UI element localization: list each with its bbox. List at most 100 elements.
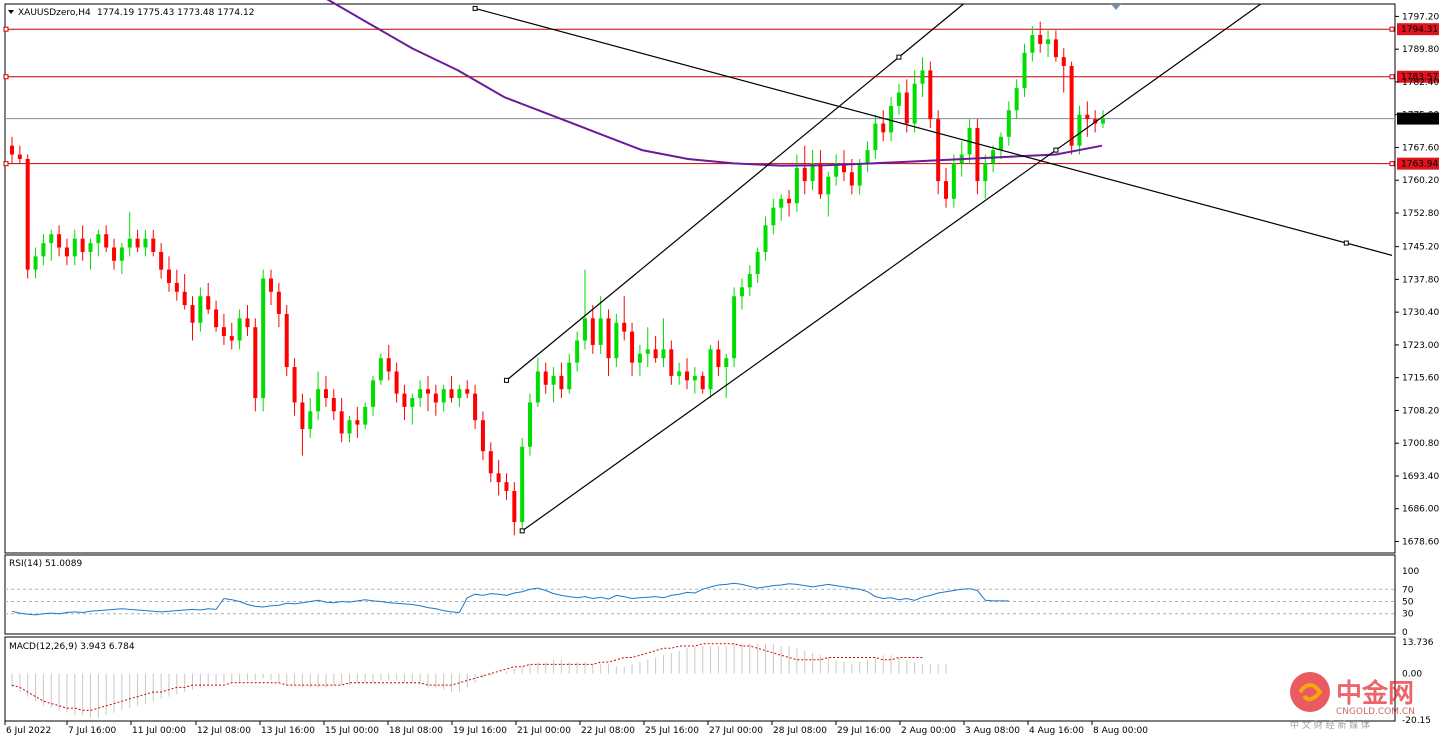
candle-body bbox=[794, 167, 799, 204]
price-tick-label: 1775.00 bbox=[1402, 111, 1439, 121]
candle-body bbox=[818, 163, 823, 195]
current-price-badge bbox=[1397, 112, 1439, 125]
candle-body bbox=[1014, 88, 1019, 111]
candle-body bbox=[378, 358, 383, 381]
candle-body bbox=[590, 318, 595, 345]
candle-body bbox=[677, 371, 682, 376]
candle-body bbox=[747, 274, 752, 288]
ohlc-readout: 1774.19 1775.43 1773.48 1774.12 bbox=[97, 8, 254, 18]
candle-body bbox=[229, 336, 234, 341]
time-tick-label: 13 Jul 16:00 bbox=[261, 726, 315, 736]
candle-body bbox=[975, 127, 980, 182]
candle-body bbox=[606, 318, 611, 359]
candle-body bbox=[190, 305, 195, 323]
candle-body bbox=[810, 163, 815, 182]
time-tick-label: 28 Jul 08:00 bbox=[773, 726, 827, 736]
candle-body bbox=[386, 358, 391, 372]
time-tick-label: 7 Jul 16:00 bbox=[68, 726, 117, 736]
candle-body bbox=[739, 287, 744, 297]
candle-body bbox=[1038, 34, 1043, 44]
brand-slogan: 中 文 财 经 新 媒 体 bbox=[1290, 719, 1370, 731]
candle-body bbox=[112, 247, 117, 261]
rsi-tick-label: 100 bbox=[1402, 567, 1419, 577]
candle-body bbox=[1022, 52, 1027, 89]
candle-body bbox=[441, 389, 446, 403]
candle-body bbox=[284, 313, 289, 368]
rsi-indicator: 100 70 50 30 0 bbox=[5, 567, 1419, 638]
candle-body bbox=[559, 375, 564, 390]
candle-body bbox=[826, 176, 831, 195]
candle-body bbox=[779, 198, 784, 208]
level-handle-left bbox=[3, 26, 9, 32]
symbol-label: XAUUSDzero,H4 bbox=[18, 8, 91, 18]
candle-body bbox=[41, 243, 46, 257]
candle-body bbox=[896, 92, 901, 106]
candle-body bbox=[582, 318, 587, 341]
candle-body bbox=[402, 393, 407, 407]
logo-swirl bbox=[1298, 683, 1323, 702]
level-price-label: 1763.94 bbox=[1401, 160, 1438, 170]
candle-body bbox=[535, 371, 540, 403]
candle-body bbox=[983, 163, 988, 182]
time-tick-label: 21 Jul 00:00 bbox=[517, 726, 571, 736]
level-handle-right bbox=[1389, 161, 1395, 167]
horizontal-levels: 1794.31 1783.57 1763.94 1774.12 bbox=[3, 23, 1439, 170]
price-tick-label: 1730.40 bbox=[1402, 308, 1439, 318]
candle-body bbox=[1030, 34, 1035, 53]
price-axis: 1797.20 1789.80 1782.40 1775.00 1767.60 1760.… bbox=[1395, 12, 1439, 547]
brand-text: 中金网 bbox=[1336, 678, 1414, 709]
price-tick-label: 1760.20 bbox=[1402, 176, 1439, 186]
time-tick-label: 6 Jul 2022 bbox=[6, 726, 51, 736]
candle-body bbox=[269, 278, 274, 292]
candle-body bbox=[520, 446, 525, 523]
trendline-anchor bbox=[472, 5, 478, 11]
candle-body bbox=[323, 389, 328, 399]
candle-body bbox=[1093, 119, 1098, 124]
candle-body bbox=[998, 136, 1003, 151]
candle-body bbox=[245, 318, 250, 328]
candle-body bbox=[480, 420, 485, 452]
candle-body bbox=[708, 349, 713, 390]
candle-body bbox=[834, 163, 839, 177]
price-tick-label: 1700.80 bbox=[1402, 439, 1439, 449]
candle-body bbox=[465, 389, 470, 394]
channel-trendline bbox=[506, 3, 964, 381]
candles bbox=[10, 21, 1105, 536]
candle-body bbox=[614, 322, 619, 359]
candle-body bbox=[80, 238, 85, 252]
rsi-tick-label: 30 bbox=[1402, 610, 1414, 620]
candle-body bbox=[598, 318, 603, 345]
candle-body bbox=[622, 322, 627, 332]
candle-body bbox=[261, 278, 266, 399]
price-tick-label: 1745.20 bbox=[1402, 243, 1439, 253]
candle-body bbox=[928, 70, 933, 120]
candle-body bbox=[1046, 39, 1051, 44]
channel-trendline bbox=[521, 3, 1262, 532]
candle-body bbox=[841, 163, 846, 173]
overlays bbox=[326, 0, 1393, 534]
macd-indicator: 13.736 0.00 -20.15 bbox=[11, 638, 1434, 726]
price-tick-label: 1723.00 bbox=[1402, 341, 1439, 351]
level-handle-left bbox=[3, 74, 9, 80]
trendline-anchor bbox=[1053, 147, 1059, 153]
candle-body bbox=[512, 491, 517, 523]
price-tick-label: 1767.60 bbox=[1402, 143, 1439, 153]
candle-body bbox=[276, 291, 281, 314]
candle-body bbox=[637, 353, 642, 363]
candle-body bbox=[433, 393, 438, 403]
time-tick-label: 15 Jul 00:00 bbox=[325, 726, 379, 736]
candle-body bbox=[363, 406, 368, 425]
candle-body bbox=[857, 163, 862, 186]
level-price-badge bbox=[1397, 157, 1439, 170]
candle-body bbox=[771, 207, 776, 226]
candle-body bbox=[645, 349, 650, 354]
time-tick-label: 3 Aug 08:00 bbox=[965, 726, 1020, 736]
level-handle-left bbox=[3, 161, 9, 167]
price-tick-label: 1686.00 bbox=[1402, 505, 1439, 515]
price-tick-label: 1752.80 bbox=[1402, 209, 1439, 219]
candle-body bbox=[661, 349, 666, 359]
candle-body bbox=[865, 150, 870, 164]
scroll-marker-icon[interactable] bbox=[1111, 4, 1121, 10]
symbol-dropdown-icon[interactable] bbox=[8, 10, 14, 14]
